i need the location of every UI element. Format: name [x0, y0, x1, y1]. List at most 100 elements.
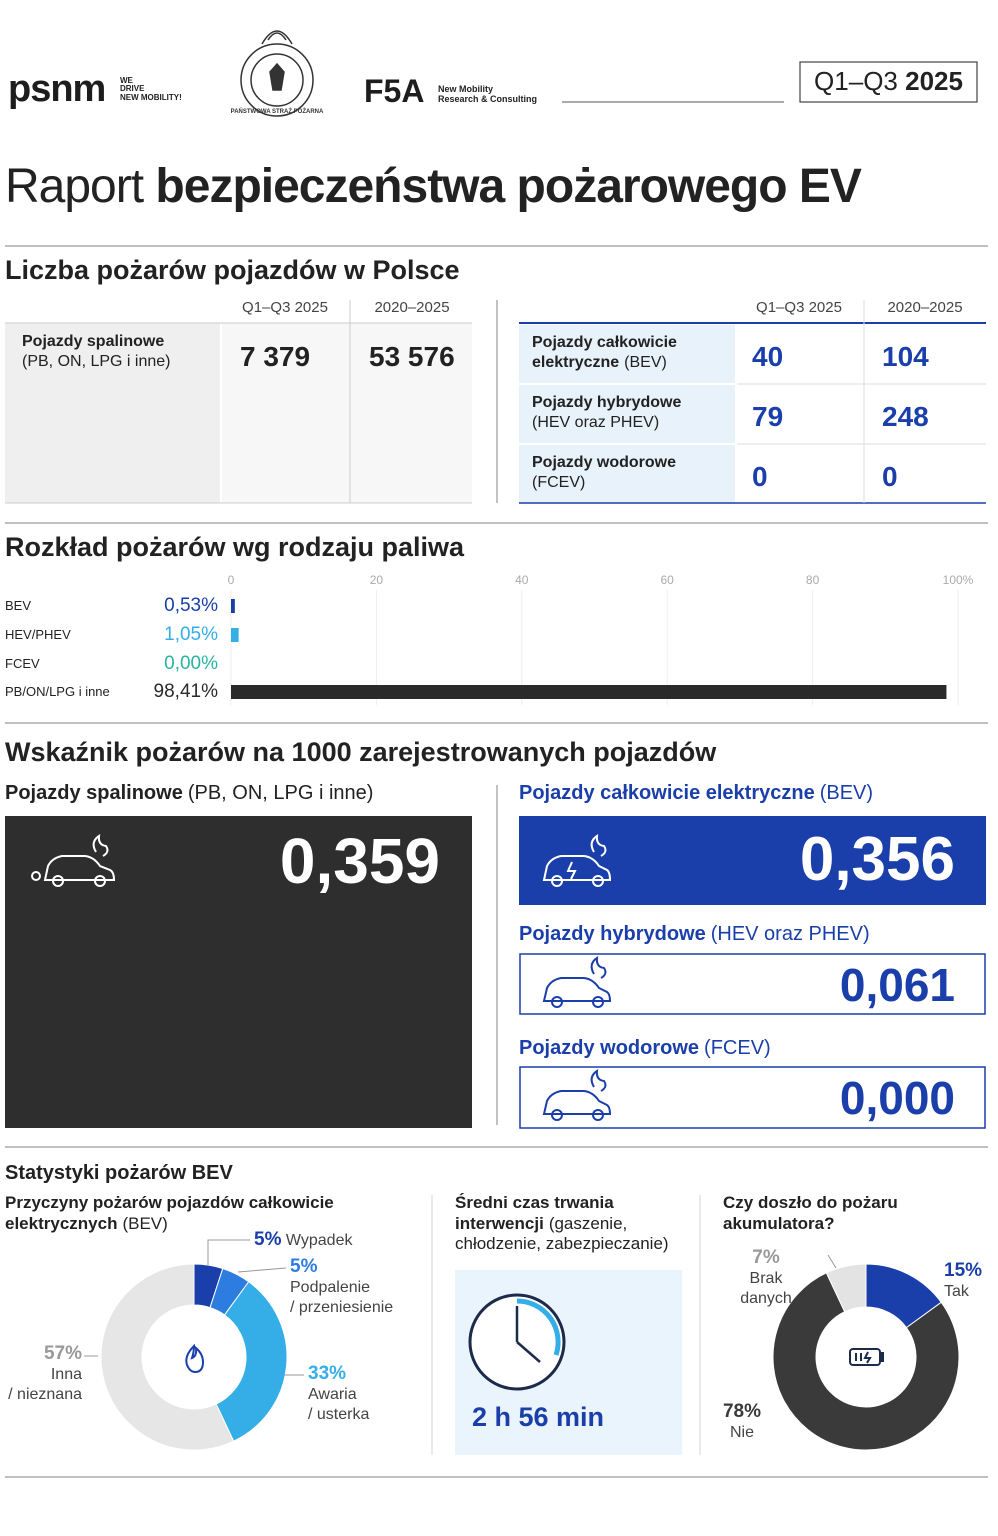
leader-line [237, 1267, 287, 1273]
segment-value: 33% [308, 1363, 347, 1384]
car-icon [542, 833, 612, 887]
bar [231, 628, 239, 642]
duration-title: Średni czas trwania interwencji (gaszenie… [455, 1193, 669, 1255]
value-label: 1,05% [164, 624, 218, 645]
column-header: Q1–Q3 2025 [242, 299, 328, 316]
duration-value: 2 h 56 min [472, 1402, 605, 1432]
cell-value: 79 [752, 401, 784, 432]
rate-name: Pojazdy spalinowe [5, 782, 183, 804]
segment-label: 57% Inna / nieznana [0, 1342, 82, 1404]
period-year: 2025 [905, 66, 963, 96]
rate-detail: (HEV oraz PHEV) [710, 923, 870, 945]
table-left [5, 300, 472, 504]
segment-category: Nie [729, 1424, 754, 1442]
rules [5, 245, 988, 1478]
leader-line [207, 1239, 250, 1265]
segment-category: Wypadek [285, 1232, 353, 1249]
leader-line [827, 1254, 837, 1269]
title-bold: bezpieczeństwa pożarowego EV [155, 160, 861, 213]
segment-category: Tak [944, 1283, 969, 1301]
rate-box [519, 816, 986, 905]
category-label: BEV [5, 598, 32, 613]
section-title: Rozkład pożarów wg rodzaju paliwa [5, 532, 465, 562]
brand-logo: psnm [8, 68, 106, 110]
row-label: Pojazdy wodorowe (FCEV) [532, 453, 676, 492]
column-header: 2020–2025 [374, 299, 450, 316]
rate-heading: Pojazdy hybrydowe (HEV oraz PHEV) [519, 922, 870, 946]
segment-label: 33% Awaria / usterka [308, 1362, 428, 1424]
segment-value: 7% [752, 1247, 780, 1268]
brand-tagline: WE DRIVE NEW MOBILITY! [120, 76, 182, 102]
chart-title: Przyczyny pożarów pojazdów całkowicie el… [5, 1193, 334, 1234]
emblem-text: PAŃSTWOWA STRAŻ POŻARNA [231, 107, 324, 115]
cell-value: 104 [882, 341, 929, 372]
emblem [240, 30, 314, 117]
chart-title-main: Przyczyny pożarów pojazdów całkowicie el… [5, 1193, 334, 1233]
rate-detail: (FCEV) [704, 1037, 771, 1059]
segment-value: 5% [290, 1256, 318, 1277]
cell-value: 0 [752, 461, 768, 492]
rate-value: 0,359 [279, 825, 440, 897]
rate-heading: Pojazdy wodorowe (FCEV) [519, 1036, 771, 1060]
partner-logo: F5A [364, 73, 425, 109]
page-title: Raport bezpieczeństwa pożarowego EV [5, 158, 862, 217]
period-box [799, 61, 978, 103]
category-label: FCEV [5, 656, 40, 671]
row-label: Pojazdy całkowicie elektryczne (BEV) [532, 333, 677, 372]
duration-main: Średni czas trwania interwencji [455, 1193, 614, 1233]
period-range: Q1–Q3 [814, 66, 898, 96]
segment-category: Brak danych [740, 1270, 792, 1307]
x-tick-label: 80 [805, 573, 820, 587]
rate-value: 0,000 [839, 1072, 955, 1124]
x-tick-label: 40 [515, 573, 529, 587]
donut-segment [825, 1263, 867, 1313]
rate-box [5, 816, 472, 1128]
rate-detail: (BEV) [819, 782, 874, 804]
rate-name: Pojazdy całkowicie elektryczne [519, 782, 815, 804]
bar [231, 599, 235, 613]
row-detail: (HEV oraz PHEV) [532, 413, 660, 431]
segment-value: 78% [722, 1401, 762, 1422]
period: Q1–Q3 2025 [800, 66, 977, 98]
row-detail: (FCEV) [532, 473, 586, 491]
row-detail: (BEV) [624, 353, 667, 371]
cell-value: 40 [752, 341, 784, 372]
donut-segment [100, 1263, 235, 1451]
row-label: Pojazdy spalinowe (PB, ON, LPG i inne) [22, 332, 171, 371]
duration-detail: (gaszenie, chłodzenie, zabezpieczanie) [455, 1213, 669, 1254]
car-icon [542, 955, 612, 1008]
value-label: 0,00% [164, 653, 218, 674]
segment-category: Awaria / usterka [308, 1386, 370, 1423]
section-title: Wskaźnik pożarów na 1000 zarejestrowanyc… [5, 737, 717, 767]
donut-segment [772, 1272, 960, 1451]
column-header: 2020–2025 [887, 299, 963, 316]
table-right [519, 300, 986, 504]
car-icon [542, 1068, 612, 1121]
cell-value: 0 [882, 461, 898, 492]
segment-value: 5% [254, 1229, 282, 1250]
value-label: 98,41% [153, 681, 218, 702]
segment-category: Podpalenie / przeniesienie [290, 1279, 394, 1316]
segment-label: 5% Podpalenie / przeniesienie [290, 1255, 430, 1317]
value-label: 0,53% [164, 595, 218, 616]
column-header: Q1–Q3 2025 [756, 299, 842, 316]
rate-name: Pojazdy hybrydowe [519, 923, 706, 945]
segment-value: 57% [43, 1343, 82, 1364]
rate-heading: Pojazdy spalinowe (PB, ON, LPG i inne) [5, 781, 373, 805]
cell-value: 248 [882, 401, 929, 432]
cell-value: 53 576 [369, 341, 455, 372]
row-name: Pojazdy spalinowe [22, 333, 165, 350]
segment-label: 15% Tak [944, 1259, 994, 1302]
category-label: PB/ON/LPG i inne [5, 684, 110, 699]
chart-subtitle: (BEV) [122, 1213, 168, 1233]
battery-icon [849, 1348, 884, 1366]
car-icon [31, 833, 116, 887]
x-tick-label: 20 [369, 573, 384, 587]
row-name: Pojazdy całkowicie elektryczne [532, 334, 677, 371]
rate-value: 0,356 [799, 825, 955, 894]
section-title: Statystyki pożarów BEV [5, 1162, 233, 1184]
row-label: Pojazdy hybrydowe (HEV oraz PHEV) [532, 393, 681, 432]
row-detail: (PB, ON, LPG i inne) [22, 352, 171, 370]
